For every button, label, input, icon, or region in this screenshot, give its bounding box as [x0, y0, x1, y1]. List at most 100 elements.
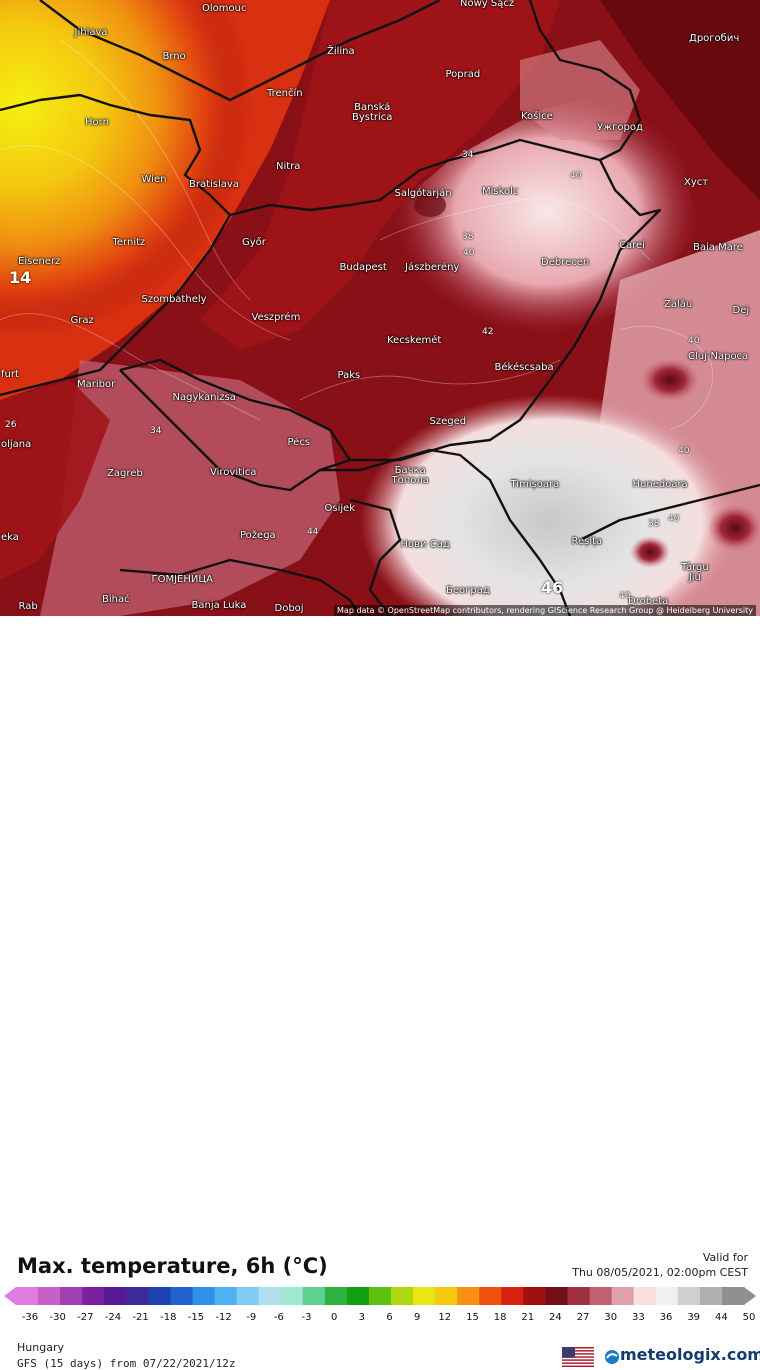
color-scale-segment [457, 1287, 480, 1305]
contour-label: 34 [150, 426, 162, 436]
city-label: Brno [162, 51, 186, 62]
city-label: Wien [141, 174, 167, 185]
city-label: Bratislava [189, 179, 239, 190]
city-label: Baia Mare [693, 242, 743, 253]
color-scale-segment [16, 1287, 39, 1305]
color-scale-segment [567, 1287, 591, 1305]
color-scale-tick: -6 [273, 1312, 284, 1323]
color-scale-tick: -15 [187, 1312, 205, 1323]
contour-label: 26 [5, 420, 17, 430]
city-label: Ternitz [112, 237, 146, 248]
contour-label: 40 [570, 171, 582, 181]
city-label: eka [1, 532, 19, 543]
city-label: Szeged [429, 416, 467, 427]
city-label: Olomouc [202, 3, 247, 14]
city-label: Ужгород [597, 122, 643, 133]
color-scale-tick: 12 [438, 1312, 452, 1323]
color-scale-bar [4, 1287, 756, 1305]
city-label: Jihlava [74, 27, 108, 38]
city-label: Reșița [571, 536, 603, 547]
city-label: Doboj [274, 603, 304, 614]
contour-label: 40 [678, 446, 690, 456]
contour-label: 42 [482, 327, 494, 337]
color-scale-tick: 6 [386, 1312, 393, 1323]
city-label: Maribor [77, 379, 116, 390]
city-label: Poprad [445, 69, 481, 80]
city-label: Budapest [339, 262, 387, 273]
color-scale-tick: 9 [413, 1312, 421, 1323]
color-scale-tick: -30 [49, 1312, 66, 1323]
city-label: furt [1, 369, 19, 380]
color-scale-segment [523, 1287, 546, 1305]
color-scale-segment [148, 1287, 171, 1305]
city-label: Timișoara [510, 479, 560, 490]
color-scale-tick: -3 [301, 1312, 312, 1323]
city-label: Cluj-Napoca [688, 351, 749, 362]
meteologix-logo-icon [605, 1350, 619, 1364]
city-label: Košice [521, 111, 553, 122]
color-scale-segment [368, 1287, 392, 1305]
city-label: Drobeta [628, 596, 669, 607]
contour-label: 40 [619, 591, 631, 601]
weather-map [0, 0, 760, 616]
city-label: Nowy Sącz [460, 0, 515, 9]
color-scale-segment [324, 1287, 348, 1305]
color-scale-segment [104, 1287, 127, 1305]
color-scale-tick: 3 [358, 1312, 366, 1323]
color-scale-tick: 15 [466, 1312, 479, 1323]
city-label: Banja Luka [191, 600, 247, 611]
city-label: Békéscsaba [494, 362, 554, 373]
city-label: Eisenerz [18, 256, 61, 267]
city-label: Rab [18, 601, 38, 612]
color-scale-tick: 0 [331, 1312, 338, 1323]
color-scale-segment [214, 1287, 238, 1305]
map-attribution: Map data © OpenStreetMap contributors, r… [334, 605, 756, 616]
color-scale-segment [589, 1287, 613, 1305]
valid-for-label: Valid for [702, 1251, 748, 1264]
city-label: Banská Bystrica [352, 102, 393, 123]
city-label: Debrecen [541, 257, 590, 268]
contour-label: 40 [463, 248, 475, 258]
color-scale-segment [126, 1287, 149, 1305]
city-label: oljana [1, 439, 32, 450]
color-scale-segment [435, 1287, 458, 1305]
color-scale-tick: -21 [132, 1312, 149, 1323]
city-label: Hunedoara [632, 479, 688, 490]
city-label: Požega [240, 530, 276, 541]
color-scale-segment [192, 1287, 216, 1305]
color-scale-segment [633, 1287, 657, 1305]
color-scale-segment [170, 1287, 193, 1305]
color-scale-tick: -9 [246, 1312, 257, 1323]
color-scale-segment [545, 1287, 569, 1305]
brand-name[interactable]: meteologix.com [620, 1345, 760, 1364]
color-scale-tick: 50 [742, 1312, 756, 1323]
city-label: Târgu Jiu [681, 562, 709, 583]
temperature-field [0, 0, 760, 616]
color-scale-segment [346, 1287, 370, 1305]
color-scale-segment [501, 1287, 524, 1305]
color-scale-ticks: -36 -30 -27 -24 -21 -18 -15 -12 -9 -6 -3 0 3 6 9 12 15 18… [0, 1312, 760, 1326]
color-scale-tick: -36 [21, 1312, 39, 1323]
color-scale-segment [258, 1287, 282, 1305]
city-label: Miskolc [482, 186, 519, 197]
color-scale-segment [655, 1287, 679, 1305]
city-label: Carei [619, 240, 645, 251]
city-label: Osijek [324, 503, 356, 514]
city-label: Нови Сад [400, 539, 450, 550]
color-scale-tick: 44 [714, 1312, 728, 1323]
city-label: Хуст [684, 177, 709, 188]
contour-label: 40 [668, 514, 680, 524]
city-label: Nagykanizsa [172, 392, 236, 403]
city-label: Szombathely [141, 294, 207, 305]
region-name: Hungary [17, 1341, 64, 1354]
city-label: Београд [446, 585, 490, 596]
us-flag-icon[interactable] [562, 1347, 594, 1367]
legend-footer: Max. temperature, 6h (°C) Valid for Thu … [0, 616, 760, 1370]
contour-label: 44 [307, 527, 319, 537]
color-scale-segment [280, 1287, 304, 1305]
city-label: Zalău [664, 299, 693, 310]
color-scale-segment [413, 1287, 436, 1305]
city-label: Győr [242, 237, 266, 248]
city-label: Nitra [276, 161, 301, 172]
color-scale-tick: -18 [160, 1312, 177, 1323]
